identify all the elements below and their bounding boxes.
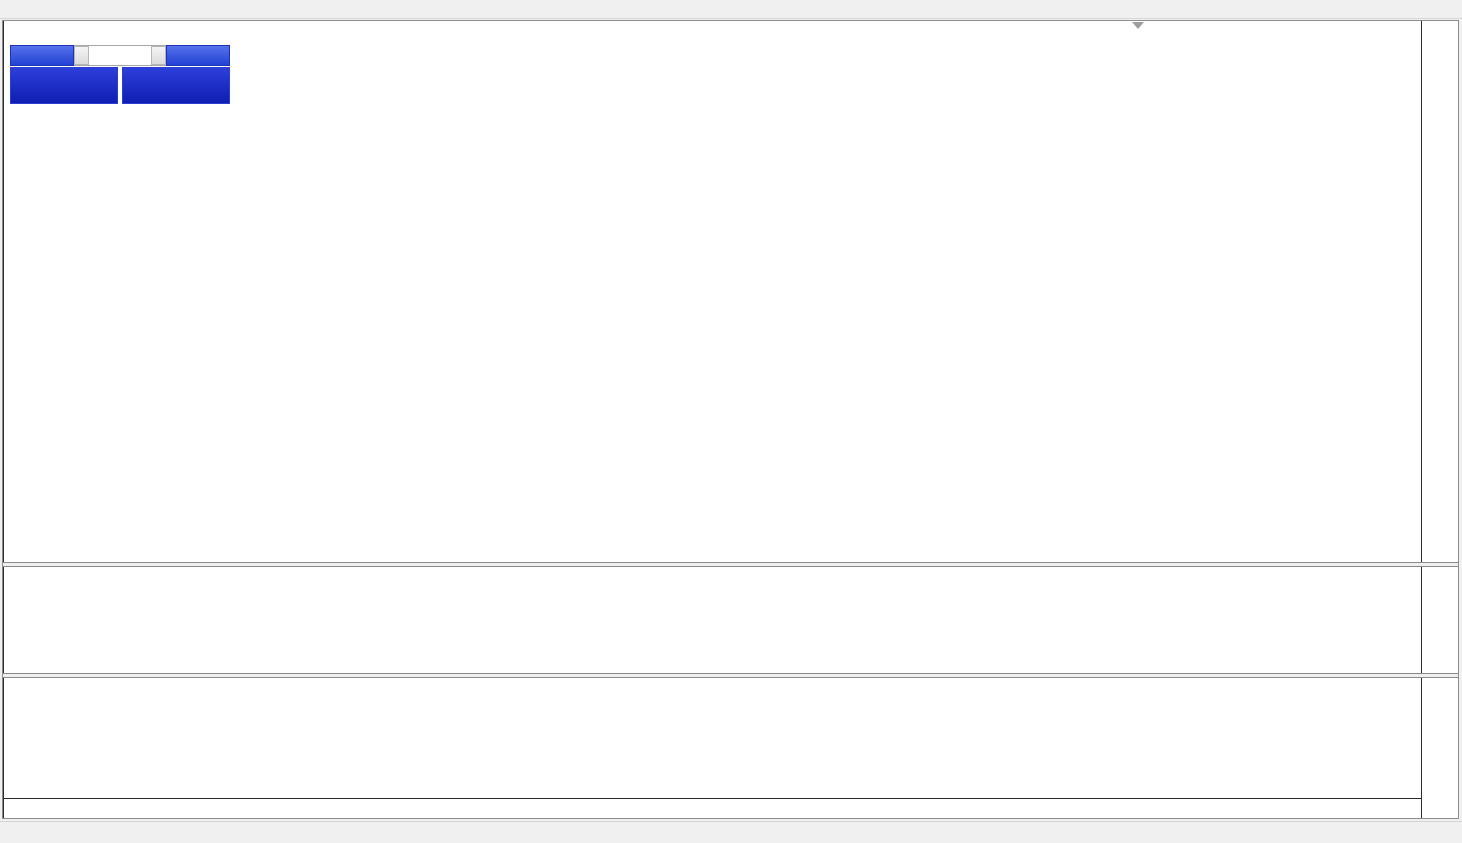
- chart-window: [2, 20, 1459, 819]
- chart-area[interactable]: [3, 21, 1422, 818]
- sell-button[interactable]: [10, 45, 74, 66]
- sell-price-panel[interactable]: [10, 67, 118, 104]
- volume-increase-button[interactable]: [151, 46, 166, 65]
- one-click-trade-widget: [10, 45, 230, 104]
- price-axis[interactable]: [1423, 21, 1458, 818]
- volume-stepper: [74, 45, 166, 66]
- volume-decrease-button[interactable]: [74, 46, 89, 65]
- buy-price-panel[interactable]: [122, 67, 230, 104]
- volume-input[interactable]: [89, 46, 151, 65]
- macd-chart-canvas[interactable]: [4, 565, 1422, 673]
- chart-tab-bar: [0, 821, 1462, 843]
- rsi-chart-canvas[interactable]: [4, 676, 1422, 797]
- pane-splitter-macd[interactable]: [3, 562, 1458, 567]
- time-axis[interactable]: [4, 798, 1421, 818]
- timeframe-toolbar: [0, 0, 1462, 19]
- pane-splitter-rsi[interactable]: [3, 673, 1458, 678]
- buy-button[interactable]: [166, 45, 230, 66]
- chart-shift-marker[interactable]: [1132, 22, 1144, 29]
